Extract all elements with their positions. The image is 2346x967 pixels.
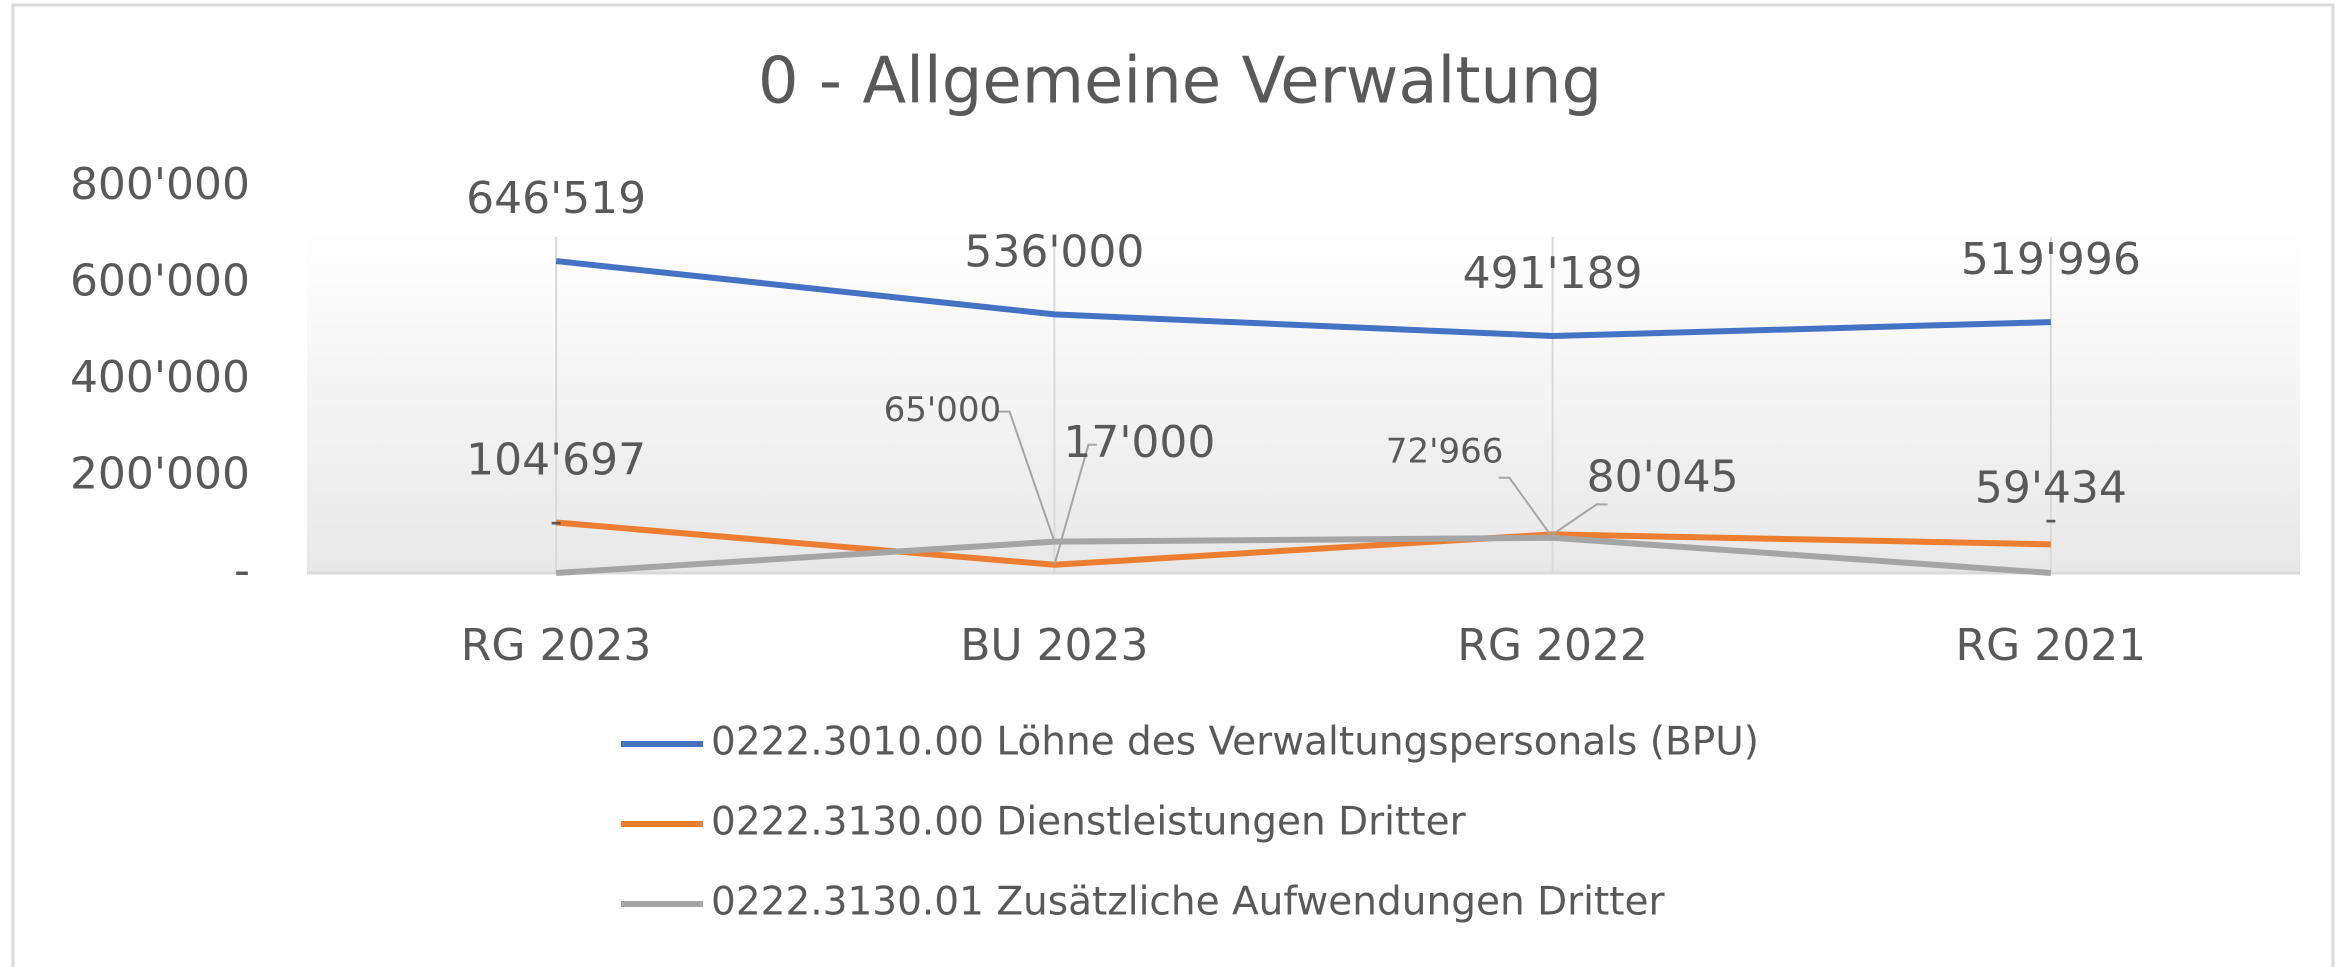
- data-label: 72'966: [1386, 431, 1504, 471]
- data-label: 104'697: [466, 434, 646, 485]
- data-label: 65'000: [884, 390, 1002, 430]
- plot-background: [307, 230, 2300, 573]
- series-line: [555, 519, 2051, 568]
- series-line: [555, 258, 2051, 340]
- leader-line: [1552, 503, 1608, 536]
- data-label: 17'000: [1063, 417, 1215, 468]
- data-label: 491'189: [1463, 248, 1643, 299]
- y-tick-label: -: [234, 545, 250, 596]
- legend-label: 0222.3130.01 Zusätzliche Aufwendungen Dr…: [711, 880, 1666, 925]
- leader-line: [1498, 476, 1554, 539]
- legend-label: 0222.3010.00 Löhne des Verwaltungsperson…: [711, 720, 1759, 765]
- y-tick-label: 800'000: [70, 159, 250, 210]
- x-tick-label: RG 2023: [461, 620, 652, 671]
- x-tick-label: BU 2023: [960, 620, 1148, 671]
- chart-title: 0 - Allgemeine Verwaltung: [758, 45, 1602, 119]
- chart-frame: [11, 3, 2335, 967]
- legend-label: 0222.3130.00 Dienstleistungen Dritter: [711, 800, 1467, 845]
- data-label: -: [2045, 500, 2057, 540]
- leader-line: [998, 410, 1056, 542]
- x-tick-label: RG 2021: [1956, 620, 2147, 671]
- x-tick-label: RG 2022: [1457, 620, 1648, 671]
- data-label: 80'045: [1587, 451, 1739, 502]
- data-label: -: [550, 502, 562, 542]
- data-label: 646'519: [466, 173, 646, 224]
- leader-line: [1053, 443, 1097, 566]
- y-tick-label: 200'000: [70, 449, 250, 500]
- data-label: 536'000: [964, 226, 1144, 277]
- data-label: 59'434: [1975, 462, 2127, 513]
- y-tick-label: 400'000: [70, 352, 250, 403]
- series-line: [555, 534, 2052, 576]
- data-label: 519'996: [1961, 234, 2141, 285]
- y-tick-label: 600'000: [70, 256, 250, 307]
